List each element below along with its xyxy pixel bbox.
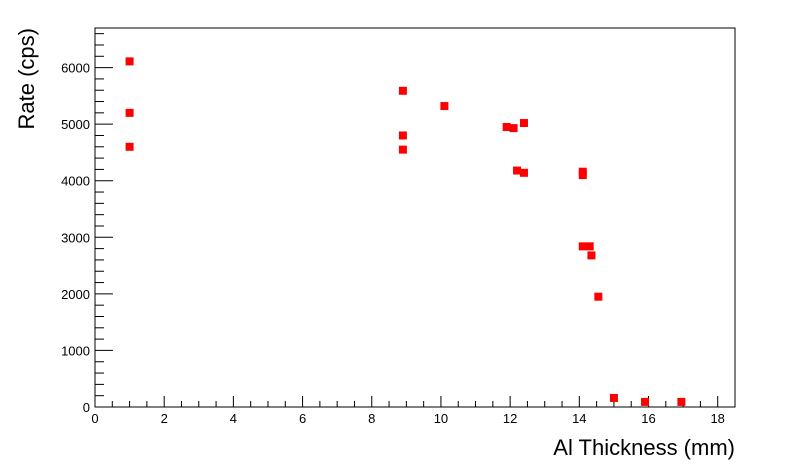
data-point [398, 145, 407, 154]
y-tick-label: 5000 [61, 117, 90, 132]
x-tick-label: 12 [503, 411, 517, 426]
y-tick-label: 6000 [61, 61, 90, 76]
data-point [509, 124, 518, 133]
data-point [578, 171, 587, 180]
x-tick-label: 18 [710, 411, 724, 426]
data-point [398, 131, 407, 140]
data-point [677, 397, 686, 406]
data-point [125, 142, 134, 151]
y-tick-label: 1000 [61, 343, 90, 358]
y-tick-label: 0 [83, 400, 90, 415]
x-tick-label: 8 [368, 411, 375, 426]
data-point [519, 119, 528, 128]
x-axis-title: Al Thickness (mm) [553, 435, 735, 460]
data-point [609, 393, 618, 402]
data-point [578, 242, 587, 251]
data-point [519, 168, 528, 177]
x-tick-label: 0 [91, 411, 98, 426]
plot-border [94, 27, 736, 408]
data-point [513, 166, 522, 175]
data-point [125, 108, 134, 117]
data-point [398, 86, 407, 95]
data-point [641, 397, 650, 406]
y-tick-label: 2000 [61, 287, 90, 302]
data-point [440, 102, 449, 111]
x-tick-label: 2 [161, 411, 168, 426]
x-tick-label: 4 [230, 411, 237, 426]
x-axis: 0 2 4 6 8 10 12 14 16 18 [91, 396, 736, 426]
data-point [585, 242, 594, 251]
y-tick-label: 4000 [61, 174, 90, 189]
y-axis: 0 1000 2000 3000 4000 5000 6000 [61, 33, 113, 415]
y-tick-label: 3000 [61, 230, 90, 245]
data-points [125, 57, 686, 406]
data-point [502, 122, 511, 131]
y-axis-title: Rate (cps) [14, 28, 39, 129]
data-point [594, 292, 603, 301]
x-tick-label: 10 [434, 411, 448, 426]
data-point [125, 57, 134, 66]
x-tick-label: 16 [641, 411, 655, 426]
x-tick-label: 6 [299, 411, 306, 426]
x-tick-label: 14 [572, 411, 586, 426]
plot-frame [94, 27, 736, 408]
data-point [587, 251, 596, 260]
